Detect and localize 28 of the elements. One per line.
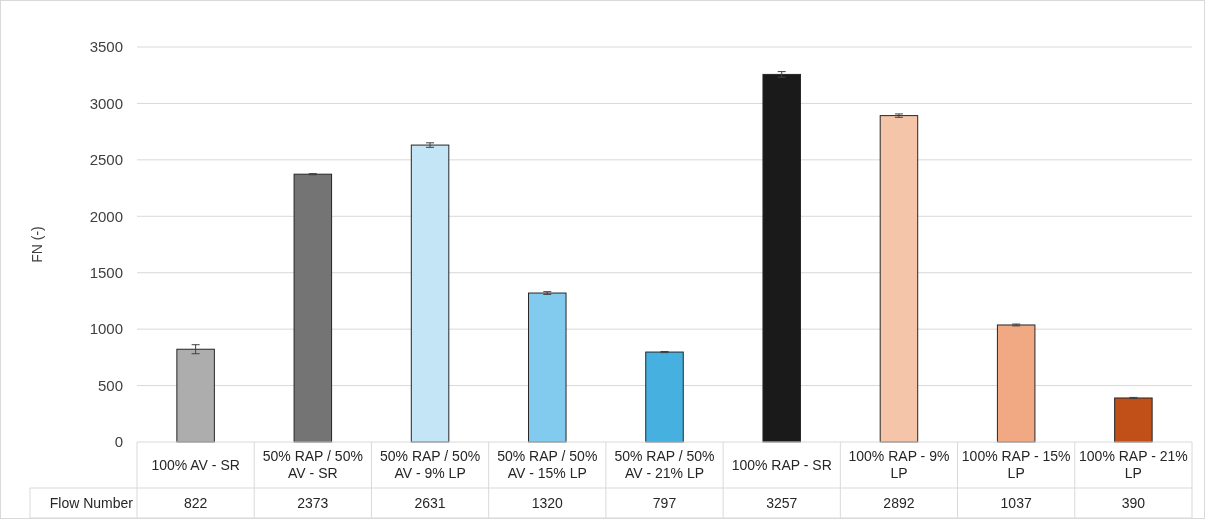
data-label: 822 (183, 494, 208, 511)
y-tick-label: 2000 (89, 207, 123, 225)
data-label: 2373 (297, 494, 329, 511)
x-tick-label: 50% RAP / 50% AV - 21% LP (614, 448, 715, 482)
data-label: 390 (1121, 494, 1146, 511)
data-label: 3257 (766, 494, 798, 511)
x-tick-label: 100% RAP - SR (731, 456, 832, 473)
x-tick-label: 100% RAP - 9% LP (848, 448, 950, 482)
text: Flow Number (49, 494, 134, 511)
x-tick-label: 100% RAP - 15% LP (961, 448, 1071, 482)
data-label: 797 (652, 494, 677, 511)
y-tick-label: 1000 (89, 320, 123, 338)
x-tick-label: 50% RAP / 50% AV - 15% LP (497, 448, 598, 482)
y-tick-label: 3500 (89, 38, 123, 56)
x-tick-label: 100% AV - SR (151, 456, 240, 473)
data-label: 1037 (1000, 494, 1032, 511)
data-label: 1320 (531, 494, 564, 511)
x-tick-label: 100% RAP - 21% LP (1079, 448, 1188, 482)
x-tick-label: 50% RAP / 50% AV - 9% LP (379, 448, 481, 482)
data-label: 2631 (414, 494, 446, 511)
y-tick-label: 500 (97, 376, 123, 394)
y-tick-label: 1500 (89, 263, 123, 281)
x-tick-label: 50% RAP / 50% AV - SR (262, 448, 363, 482)
y-axis-title: FN (-) (29, 226, 45, 263)
y-tick-label: 2500 (89, 151, 123, 169)
data-label: 2892 (883, 494, 915, 511)
y-tick-label: 0 (114, 433, 123, 451)
y-tick-label: 3000 (89, 94, 123, 112)
